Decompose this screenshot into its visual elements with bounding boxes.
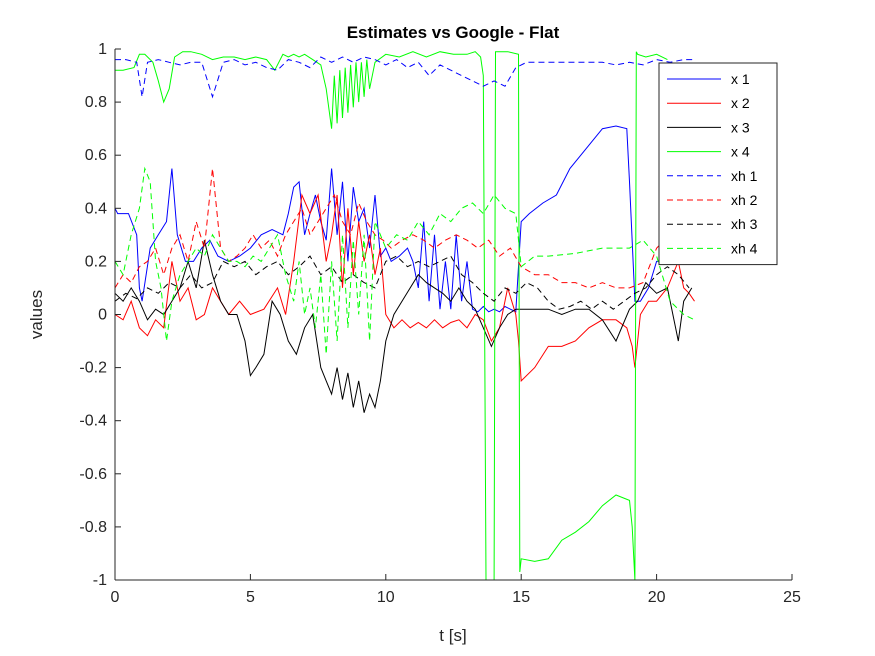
y-tick-label: -1 — [93, 572, 107, 589]
x-tick-label: 5 — [246, 589, 255, 606]
x-tick-label: 20 — [648, 589, 666, 606]
legend-label: x 3 — [731, 119, 750, 135]
chart-title: Estimates vs Google - Flat — [347, 23, 560, 42]
y-tick-label: 0.2 — [85, 253, 107, 270]
y-tick-label: 0.8 — [85, 94, 107, 111]
legend-label: xh 3 — [731, 216, 758, 232]
legend-label: xh 4 — [731, 240, 758, 256]
legend-label: x 4 — [731, 144, 750, 160]
x-tick-label: 15 — [512, 589, 530, 606]
series-line-xh3 — [114, 255, 690, 310]
legend-label: x 1 — [731, 71, 750, 87]
x-tick-label: 0 — [111, 589, 120, 606]
y-tick-label: -0.8 — [79, 519, 107, 536]
series-line-xh1 — [115, 56, 695, 99]
y-tick-label: -0.2 — [79, 360, 107, 377]
y-tick-label: 0 — [98, 307, 107, 324]
legend-box — [658, 62, 778, 266]
y-tick-label: 0.6 — [85, 147, 107, 164]
legend-label: x 2 — [731, 95, 750, 111]
legend-label: xh 1 — [731, 168, 758, 184]
y-tick-label: -0.6 — [79, 466, 107, 483]
series-line-x2 — [114, 193, 695, 383]
x-tick-label: 10 — [377, 589, 395, 606]
series-line-x1 — [114, 125, 693, 313]
y-tick-label: 0.4 — [85, 200, 107, 217]
series-layer — [114, 51, 695, 581]
legend: x 1 x 2 x 3 x 4 xh 1 xh 2 xh 3 xh 4 — [658, 62, 778, 266]
series-line-x3 — [114, 240, 693, 413]
x-tick-label: 25 — [783, 589, 801, 606]
series-line-xh4 — [114, 166, 695, 355]
legend-label: xh 2 — [731, 192, 758, 208]
axes-layer: 0 5 10 15 20 25 -1 -0.8 -0.6 -0.4 -0.2 0 0.2 0.4 0.6 0.… — [79, 41, 801, 606]
x-axis-label: t [s] — [439, 626, 466, 645]
y-tick-label: 1 — [98, 41, 107, 58]
series-line-xh2 — [114, 168, 695, 289]
series-line-x4 — [115, 51, 668, 581]
y-tick-label: -0.4 — [79, 413, 107, 430]
y-axis-label: values — [27, 290, 46, 339]
